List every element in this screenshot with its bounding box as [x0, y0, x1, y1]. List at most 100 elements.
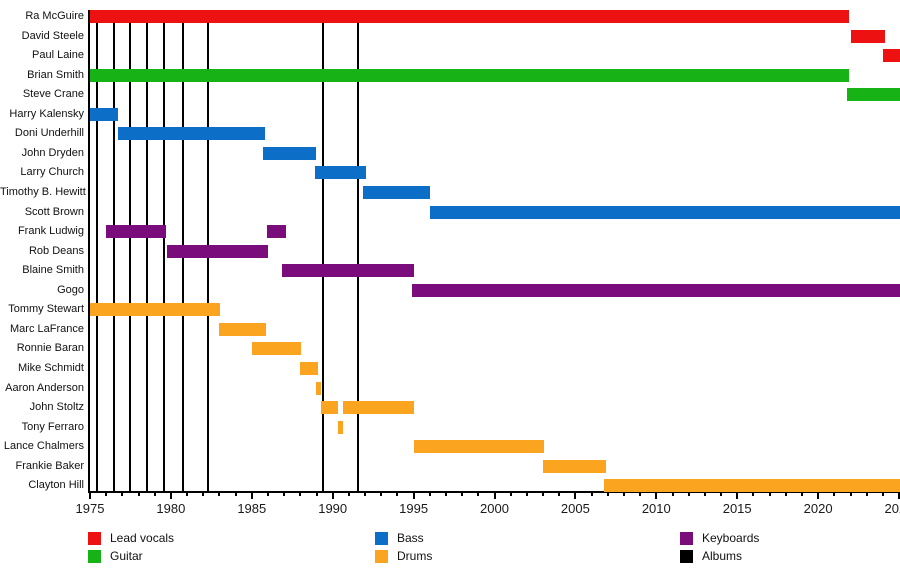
- member-tenure-bar: [850, 29, 885, 43]
- member-label: John Dryden: [21, 146, 84, 159]
- member-label: Tony Ferraro: [21, 420, 84, 433]
- member-tenure-bar: [90, 10, 849, 23]
- member-label: Lance Chalmers: [3, 440, 84, 453]
- x-axis-minor-tick: [671, 491, 674, 496]
- legend-swatch-lead_vocals: [88, 532, 101, 545]
- member-label: Marc LaFrance: [10, 322, 84, 335]
- legend-label-keyboards: Keyboards: [702, 531, 760, 545]
- plot-left-edge-line: [88, 10, 90, 493]
- album-release-line: [356, 10, 359, 493]
- member-label: Doni Underhill: [14, 127, 84, 140]
- member-tenure-bar: [90, 107, 119, 121]
- x-axis-major-tick: [736, 491, 739, 499]
- member-tenure-bar: [847, 88, 900, 102]
- member-label: Clayton Hill: [28, 479, 84, 492]
- x-axis-major-tick: [817, 491, 820, 499]
- member-label: Blaine Smith: [22, 264, 84, 277]
- member-tenure-bar: [429, 205, 900, 219]
- member-tenure-bar: [281, 264, 415, 278]
- x-axis-minor-tick: [849, 491, 852, 496]
- member-tenure-bar: [314, 166, 366, 180]
- member-tenure-bar: [300, 362, 319, 375]
- x-axis-minor-tick: [477, 491, 480, 496]
- legend-label-albums: Albums: [702, 549, 743, 563]
- member-label: Mike Schmidt: [17, 362, 84, 374]
- x-axis-minor-tick: [784, 491, 787, 496]
- member-label: Ra McGuire: [25, 10, 84, 22]
- x-axis-tick-label: 1980: [156, 501, 186, 516]
- legend-swatch-albums: [680, 550, 693, 563]
- x-axis-minor-tick: [865, 491, 868, 496]
- legend-label-bass: Bass: [397, 531, 424, 545]
- member-tenure-bar: [320, 401, 339, 415]
- album-release-line: [113, 10, 116, 493]
- x-axis-minor-tick: [558, 491, 561, 496]
- x-axis-major-tick: [898, 491, 900, 499]
- member-tenure-bar: [413, 440, 544, 454]
- member-label: Steve Crane: [22, 88, 84, 101]
- album-release-line: [145, 10, 148, 493]
- legend-swatch-keyboards: [680, 532, 693, 545]
- x-axis-minor-tick: [606, 491, 609, 496]
- x-axis-tick-label: 1985: [237, 501, 267, 516]
- x-axis-minor-tick: [364, 491, 367, 496]
- member-label: Tommy Stewart: [8, 303, 84, 316]
- member-label: Brian Smith: [27, 68, 84, 81]
- member-label: Timothy B. Hewitt: [0, 186, 86, 198]
- x-axis-minor-tick: [720, 491, 722, 496]
- legend-label-lead_vocals: Lead vocals: [110, 531, 175, 545]
- x-axis-minor-tick: [768, 491, 771, 496]
- member-tenure-bar: [882, 49, 900, 63]
- x-axis-major-tick: [331, 491, 334, 499]
- legend-swatch-drums: [375, 550, 388, 563]
- member-label: Gogo: [57, 283, 84, 296]
- member-tenure-bar: [603, 479, 900, 493]
- x-axis-tick-label: 2020: [803, 501, 833, 516]
- member-label: Aaron Anderson: [5, 381, 84, 394]
- x-axis-major-tick: [250, 491, 253, 499]
- x-axis-minor-tick: [687, 491, 690, 496]
- x-axis-minor-tick: [881, 491, 884, 496]
- x-axis-minor-tick: [137, 491, 140, 496]
- member-label: Scott Brown: [24, 205, 84, 218]
- member-label: David Steele: [21, 29, 84, 42]
- member-tenure-bar: [543, 459, 607, 473]
- x-axis-tick-label: 2000: [480, 501, 509, 516]
- x-axis-minor-tick: [525, 491, 528, 496]
- x-axis-major-tick: [412, 491, 415, 499]
- x-axis-minor-tick: [283, 491, 286, 496]
- x-axis-minor-tick: [234, 491, 237, 496]
- member-label: Larry Church: [20, 166, 84, 179]
- x-axis-tick-label: 1990: [318, 501, 348, 516]
- x-axis-major-tick: [655, 491, 658, 499]
- x-axis-major-tick: [574, 491, 577, 499]
- x-axis-minor-tick: [121, 491, 124, 496]
- x-axis-minor-tick: [752, 491, 755, 496]
- x-axis-minor-tick: [542, 491, 544, 496]
- member-label: Frankie Baker: [15, 459, 84, 472]
- album-release-line: [95, 10, 98, 493]
- member-label: Frank Ludwig: [17, 225, 84, 238]
- legend-swatch-guitar: [88, 550, 101, 563]
- x-axis-minor-tick: [105, 491, 108, 496]
- legend-label-guitar: Guitar: [110, 549, 143, 563]
- x-axis-minor-tick: [461, 491, 464, 496]
- member-tenure-bar: [343, 401, 415, 415]
- x-axis-minor-tick: [186, 491, 189, 496]
- x-axis-minor-tick: [703, 491, 706, 496]
- member-tenure-bar: [267, 225, 286, 239]
- x-axis-tick-label: 1995: [399, 501, 429, 516]
- x-axis-minor-tick: [380, 491, 383, 496]
- member-tenure-bar: [90, 303, 221, 317]
- x-axis-minor-tick: [590, 491, 593, 496]
- x-axis-minor-tick: [639, 491, 642, 496]
- member-tenure-bar: [118, 127, 265, 141]
- x-axis-minor-tick: [267, 491, 269, 496]
- member-tenure-bar: [263, 146, 317, 160]
- x-axis-tick-label: 2015: [722, 501, 752, 516]
- x-axis-minor-tick: [299, 491, 302, 496]
- x-axis-major-tick: [493, 491, 496, 499]
- member-label: Ronnie Baran: [16, 342, 84, 355]
- x-axis-minor-tick: [315, 491, 318, 496]
